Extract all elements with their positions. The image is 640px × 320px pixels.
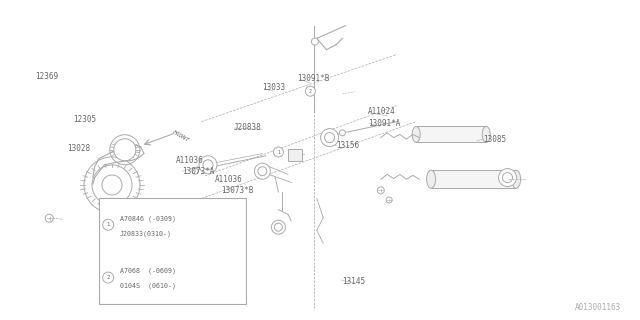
Text: 1: 1 [277,149,280,155]
Text: 2: 2 [309,89,312,94]
Circle shape [305,86,316,96]
Text: A11036: A11036 [176,156,204,165]
Circle shape [386,197,392,203]
Text: 0104S  (0610-): 0104S (0610-) [120,282,175,289]
Circle shape [114,139,136,161]
Text: A11024: A11024 [368,107,396,116]
Text: 12305: 12305 [74,116,97,124]
Text: FRONT: FRONT [172,129,190,143]
Text: A11036: A11036 [214,175,242,184]
Circle shape [324,132,335,143]
Circle shape [321,129,339,147]
Circle shape [203,160,213,170]
Bar [289,148,303,161]
Text: J20838: J20838 [234,124,261,132]
Ellipse shape [412,126,420,142]
Circle shape [499,169,516,187]
Circle shape [254,163,270,179]
Ellipse shape [482,126,490,142]
Circle shape [45,214,53,222]
Text: 13073*B: 13073*B [221,186,253,195]
Circle shape [339,130,346,136]
Bar [99,198,246,304]
Ellipse shape [427,170,436,188]
Text: 13091*B: 13091*B [298,74,330,83]
Text: 13085: 13085 [483,135,506,144]
Bar [416,126,486,142]
Text: A013001163: A013001163 [575,303,621,312]
Circle shape [84,157,140,213]
Circle shape [102,272,114,283]
Text: 13145: 13145 [342,277,365,286]
Text: A7068  (-0609): A7068 (-0609) [120,268,175,274]
Circle shape [102,175,122,195]
Text: 1: 1 [106,222,110,227]
Circle shape [199,156,217,174]
Text: 13073*A: 13073*A [182,167,215,176]
Circle shape [378,187,384,194]
Ellipse shape [511,170,520,188]
Circle shape [312,38,318,45]
Circle shape [192,168,198,174]
Circle shape [502,172,513,183]
Text: 13033: 13033 [262,84,285,92]
Circle shape [102,219,114,230]
Circle shape [273,147,284,157]
Text: J20833(0310-): J20833(0310-) [120,230,172,237]
Circle shape [258,167,267,176]
Text: 12369: 12369 [35,72,58,81]
Text: A70846 (-0309): A70846 (-0309) [120,216,175,222]
Text: 13091*A: 13091*A [368,119,401,128]
Bar [431,170,516,188]
Text: 13156: 13156 [336,141,359,150]
Text: 2: 2 [106,275,110,280]
Circle shape [275,223,282,231]
Text: 13028: 13028 [67,144,90,153]
Circle shape [92,165,132,205]
Circle shape [271,220,285,234]
